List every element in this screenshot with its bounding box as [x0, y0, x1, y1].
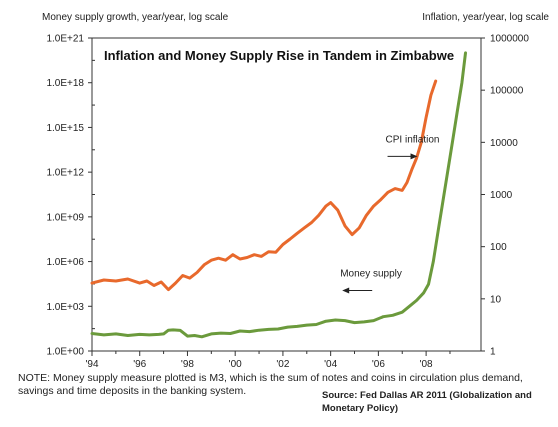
- left-tick-label: 1.0E+00: [46, 347, 84, 358]
- plot-frame: [91, 37, 482, 352]
- chart-title: Inflation and Money Supply Rise in Tande…: [104, 48, 454, 63]
- left-axis: 1.0E+00 1.0E+03 1.0E+06 1.0E+09 1.0E+12 1.0E+…: [46, 34, 95, 358]
- right-tick-label: 10: [490, 294, 502, 305]
- right-axis-title: Inflation, year/year, log scale: [422, 12, 549, 23]
- right-tick-label: 100: [490, 242, 507, 253]
- right-tick-label: 100000: [490, 86, 524, 97]
- x-tick-label: '02: [276, 359, 289, 370]
- cpi-inflation-line: [90, 79, 438, 292]
- right-tick-label: 1: [490, 347, 496, 358]
- x-tick-label: '04: [324, 359, 337, 370]
- x-tick-label: '96: [133, 359, 146, 370]
- series-layer: [90, 51, 467, 339]
- left-tick-label: 1.0E+18: [46, 78, 84, 89]
- x-tick-label: '98: [181, 359, 194, 370]
- annotation-layer: CPI inflation Money supply: [340, 134, 440, 294]
- x-tick-label: '08: [420, 359, 433, 370]
- right-axis: 1 10 100 1000 10000 100000 1000000: [481, 34, 529, 358]
- cpi-inflation-label: CPI inflation: [386, 134, 440, 145]
- x-axis: '94 '96 '98 '00 '02 '04 '06 '08: [85, 351, 451, 370]
- money-supply-arrow-head: [342, 287, 350, 294]
- left-tick-label: 1.0E+15: [46, 123, 84, 134]
- x-tick-label: '00: [229, 359, 242, 370]
- x-tick-label: '06: [372, 359, 385, 370]
- left-tick-label: 1.0E+03: [46, 302, 84, 313]
- right-tick-label: 1000000: [490, 34, 529, 45]
- left-tick-label: 1.0E+09: [46, 212, 84, 223]
- money-supply-line: [90, 51, 467, 339]
- chart-source: Source: Fed Dallas AR 2011 (Globalizatio…: [322, 390, 532, 414]
- right-tick-label: 1000: [490, 190, 513, 201]
- x-tick-label: '94: [85, 359, 98, 370]
- left-tick-label: 1.0E+06: [46, 257, 84, 268]
- money-supply-label: Money supply: [340, 268, 402, 279]
- chart-note: NOTE: Money supply measure plotted is M3…: [18, 372, 523, 397]
- left-tick-label: 1.0E+12: [46, 168, 84, 179]
- left-tick-label: 1.0E+21: [46, 34, 84, 45]
- right-tick-label: 10000: [490, 138, 518, 149]
- cpi-inflation-arrow-head: [410, 153, 418, 160]
- left-axis-title: Money supply growth, year/year, log scal…: [42, 12, 229, 23]
